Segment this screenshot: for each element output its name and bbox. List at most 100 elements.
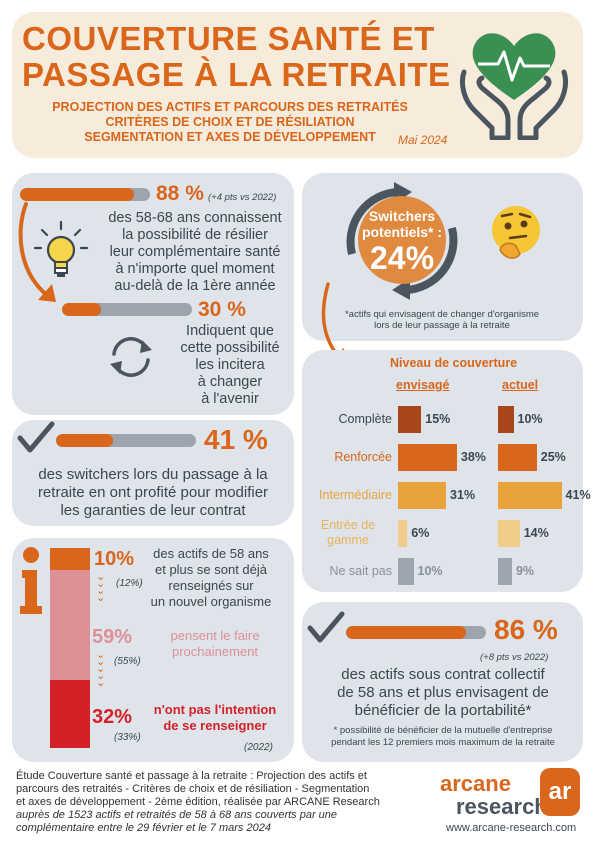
seg1-pct: 10% bbox=[94, 548, 135, 570]
footer-line5: complémentaire entre le 29 février et le… bbox=[16, 822, 271, 834]
text-41-line2: retraite en ont profité pour modifier bbox=[37, 484, 269, 501]
checkmark-icon bbox=[17, 421, 55, 453]
coverage-title: Niveau de couverture bbox=[390, 356, 518, 370]
refresh-icon bbox=[110, 337, 152, 377]
lightbulb-icon bbox=[33, 220, 89, 277]
pct-86: 86 % bbox=[494, 614, 558, 645]
coverage-value-envisage: 15% bbox=[425, 412, 451, 426]
checkmark-icon-2 bbox=[307, 611, 345, 643]
footer-line1: Étude Couverture santé et passage à la r… bbox=[16, 770, 367, 782]
progress-fill-30 bbox=[62, 303, 101, 316]
coverage-bar-envisage bbox=[398, 482, 447, 509]
seg1-bar bbox=[50, 548, 90, 570]
seg1-prev: (12%) bbox=[116, 578, 143, 589]
coverage-row-label: Entrée de bbox=[320, 518, 376, 532]
coverage-value-actuel: 10% bbox=[517, 412, 543, 426]
seg3-text-line2: de se renseigner bbox=[163, 718, 267, 733]
coverage-row-label: Ne sait pas bbox=[329, 564, 392, 578]
seg1-text-line3: renseignés sur bbox=[168, 578, 254, 593]
seg2-bar bbox=[50, 570, 90, 680]
text-88-line3: leur complémentaire santé bbox=[109, 244, 281, 260]
progress-fill-88 bbox=[20, 188, 135, 201]
switchers-label-1: Switchers bbox=[368, 208, 436, 224]
seg3-bar bbox=[50, 680, 90, 748]
coverage-bar-envisage bbox=[398, 444, 457, 471]
coverage-row-label: Complète bbox=[338, 412, 393, 426]
progress-fill-41 bbox=[56, 434, 114, 447]
text-86-line3: bénéficier de la portabilité* bbox=[354, 702, 532, 719]
page-title-line2: PASSAGE À LA RETRAITE bbox=[22, 56, 451, 93]
curved-arrow-icon bbox=[18, 202, 56, 302]
col-envisage: envisagé bbox=[396, 378, 450, 392]
seg1-text-line2: et plus se sont déjà bbox=[154, 562, 268, 577]
logo-word-research: research bbox=[456, 794, 548, 819]
coverage-value-actuel: 25% bbox=[540, 450, 566, 464]
col-actuel: actuel bbox=[502, 378, 539, 392]
switchers-note-line1: *actifs qui envisagent de changer d'orga… bbox=[344, 309, 540, 320]
pct-86-note: (+8 pts vs 2022) bbox=[480, 652, 549, 663]
coverage-value-envisage: 38% bbox=[460, 450, 486, 464]
seg1-text-line1: des actifs de 58 ans bbox=[153, 546, 269, 561]
coverage-value-envisage: 31% bbox=[450, 488, 476, 502]
coverage-bar-envisage bbox=[398, 406, 422, 433]
progress-bar-30 bbox=[62, 303, 192, 316]
seg1-text-line4: un nouvel organisme bbox=[150, 594, 272, 609]
panel-resiliation bbox=[12, 173, 294, 415]
coverage-row-label: Renforcée bbox=[334, 450, 392, 464]
pct-41: 41 % bbox=[204, 424, 268, 455]
text-86-line2: de 58 ans et plus envisagent de bbox=[337, 684, 549, 701]
text-86-line1: des actifs sous contrat collectif bbox=[341, 666, 545, 683]
text-88-line4: à n'importe quel moment bbox=[115, 261, 275, 277]
page-title-line1: COUVERTURE SANTÉ ET bbox=[22, 20, 435, 57]
coverage-row-label: Intermédiaire bbox=[319, 488, 392, 502]
progress-fill-86 bbox=[346, 626, 467, 639]
progress-bar-88 bbox=[20, 188, 150, 201]
year-note: (2022) bbox=[244, 742, 273, 753]
pct-88-note: (+4 pts vs 2022) bbox=[208, 192, 277, 203]
logo-word-arcane: arcane bbox=[440, 771, 511, 796]
text-88-line1: des 58-68 ans connaissent bbox=[108, 210, 282, 226]
footer-line3: et axes de développement - 2ème édition,… bbox=[16, 796, 380, 808]
seg2-prev: (55%) bbox=[114, 656, 141, 667]
subtitle-line1: PROJECTION DES ACTIFS ET PARCOURS DES RE… bbox=[52, 100, 408, 114]
publication-date: Mai 2024 bbox=[398, 133, 448, 147]
coverage-value-actuel: 41% bbox=[565, 488, 591, 502]
coverage-bar-envisage bbox=[398, 558, 414, 585]
coverage-bar-envisage bbox=[398, 520, 408, 547]
text-30-line3: les incitera bbox=[195, 357, 265, 373]
seg2-text-line2: prochainement bbox=[172, 644, 258, 659]
text-30-line2: cette possibilité bbox=[180, 340, 280, 356]
footer-line2: parcours des retraités - Critères de cho… bbox=[16, 783, 370, 795]
panel-niveau-couverture bbox=[302, 350, 583, 592]
seg3-text-line1: n'ont pas l'intention bbox=[153, 702, 277, 717]
coverage-bar-actuel bbox=[498, 406, 514, 433]
heart-hands-icon bbox=[459, 33, 569, 140]
text-41-line1: des switchers lors du passage à la bbox=[38, 466, 268, 483]
text-88-line2: la possibilité de résilier bbox=[122, 227, 268, 243]
text-30-line5: à l'avenir bbox=[201, 391, 259, 407]
logo-mark: ar bbox=[540, 768, 580, 816]
switchers-pct: 24% bbox=[369, 240, 435, 276]
coverage-value-envisage: 6% bbox=[411, 526, 430, 540]
coverage-bar-actuel bbox=[498, 444, 537, 471]
website-link[interactable]: www.arcane-research.com bbox=[446, 822, 577, 834]
subtitle-line3: SEGMENTATION ET AXES DE DÉVELOPPEMENT bbox=[84, 130, 376, 144]
text-30-line1: Indiquent que bbox=[186, 323, 274, 339]
text-88-line5: au-delà de la 1ère année bbox=[114, 278, 276, 294]
seg2-arrows: ⌄ ⌄ ⌄ ⌄ ⌄ bbox=[96, 649, 106, 689]
coverage-bar-actuel bbox=[498, 558, 512, 585]
seg3-pct: 32% bbox=[92, 706, 133, 728]
seg1-arrows: ⌄ ⌄ ⌄ ⌄ bbox=[96, 571, 106, 604]
subtitle-line2: CRITÈRES DE CHOIX ET DE RÉSILIATION bbox=[105, 115, 355, 129]
seg3-prev: (33%) bbox=[114, 732, 141, 743]
text-86-note-line1: * possibilité de bénéficier de la mutuel… bbox=[333, 725, 553, 736]
switchers-label-2: potentiels* : bbox=[361, 224, 443, 240]
pct-88: 88 % bbox=[156, 182, 204, 205]
circular-arrows-icon bbox=[346, 182, 458, 300]
text-41-line3: les garanties de leur contrat bbox=[60, 502, 246, 519]
progress-bar-41 bbox=[56, 434, 196, 447]
seg2-text-line1: pensent le faire bbox=[170, 628, 260, 643]
text-30-line4: à changer bbox=[197, 374, 263, 390]
seg2-pct: 59% bbox=[92, 626, 133, 648]
coverage-value-envisage: 10% bbox=[417, 564, 443, 578]
